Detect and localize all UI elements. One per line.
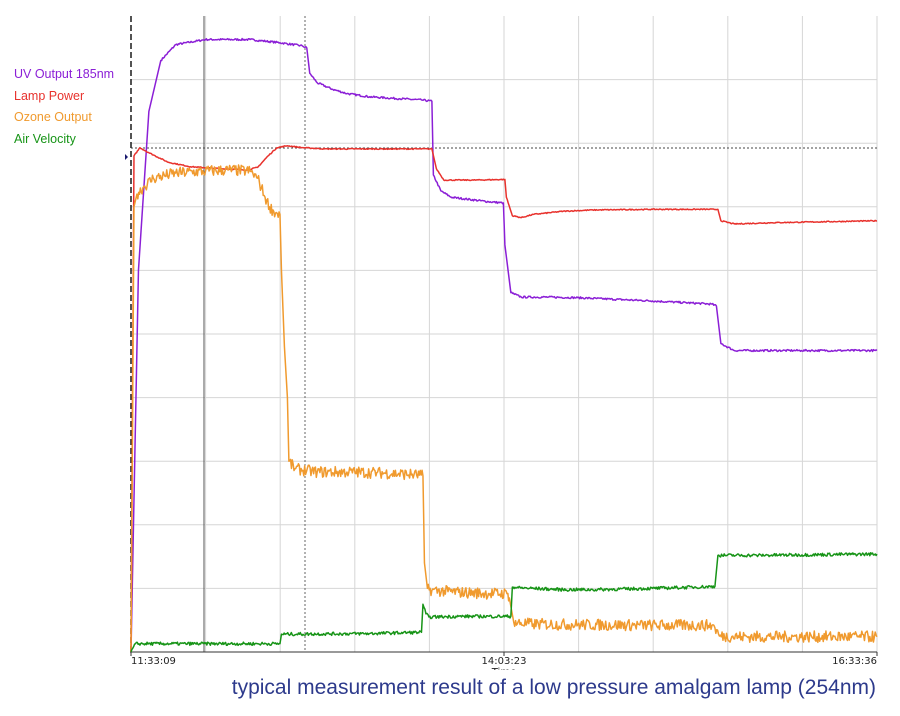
legend-entry-uv-output: UV Output 185nm xyxy=(14,67,115,81)
x-tick-label: 14:03:23 xyxy=(482,656,527,667)
chart-legend: UV Output 185nm Lamp Power Ozone Output … xyxy=(14,64,114,150)
caption-background xyxy=(140,670,900,716)
series-line-uv-output-185nm xyxy=(130,37,878,653)
series-line-air-velocity xyxy=(130,552,878,653)
x-tick-label: 11:33:09 xyxy=(131,656,176,667)
legend-entry-lamp-power: Lamp Power xyxy=(14,88,85,103)
x-tick-label: 16:33:36 xyxy=(832,656,877,667)
legend-entry-air-velocity: Air Velocity xyxy=(14,131,76,146)
reference-marker xyxy=(125,154,128,160)
series-line-lamp-power xyxy=(130,144,878,653)
legend-entry-ozone-output: Ozone Output xyxy=(14,110,92,124)
series-line-ozone-output xyxy=(130,164,878,653)
chart-caption: typical measurement result of a low pres… xyxy=(231,676,876,699)
